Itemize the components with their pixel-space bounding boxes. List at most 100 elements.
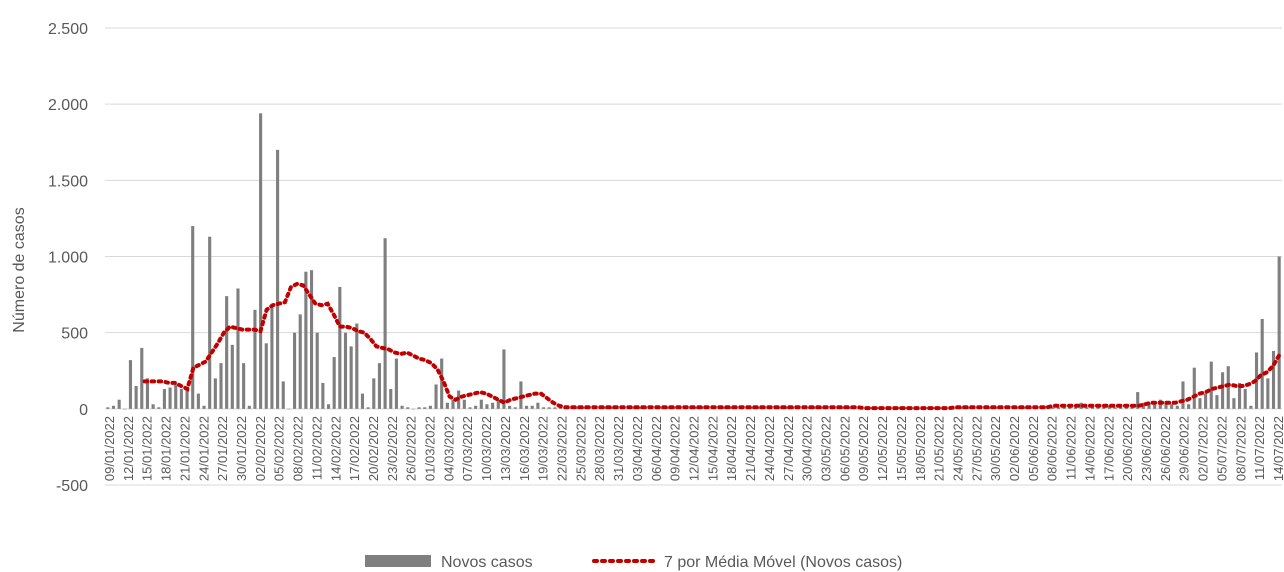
x-tick-label: 10/03/2022 [479, 416, 494, 481]
bar [440, 358, 444, 409]
bar [253, 309, 257, 409]
bar [1266, 378, 1270, 409]
x-tick-label: 23/02/2022 [385, 416, 400, 481]
x-tick-label: 18/04/2022 [724, 416, 739, 481]
bar [259, 113, 263, 409]
x-tick-label: 18/05/2022 [913, 416, 928, 481]
x-tick-label: 14/07/2022 [1271, 416, 1284, 481]
x-tick-label: 09/01/2022 [102, 416, 117, 481]
bar [411, 408, 415, 410]
bar [1153, 401, 1157, 409]
bar [168, 387, 172, 409]
bar [1164, 401, 1168, 409]
x-tick-label: 31/03/2022 [611, 416, 626, 481]
bar [264, 343, 268, 409]
x-tick-label: 27/01/2022 [215, 416, 230, 481]
bar [513, 407, 517, 409]
x-axis-ticks: 09/01/2022 12/01/2022 15/01/2022 18/01/2022… [102, 416, 1284, 481]
x-tick-label: 18/01/2022 [159, 416, 174, 481]
bar [785, 407, 789, 409]
bar [213, 378, 217, 409]
bar [372, 378, 376, 409]
x-tick-label: 20/06/2022 [1120, 416, 1135, 481]
bar [1073, 407, 1078, 409]
bar [162, 389, 166, 409]
bar [1147, 402, 1151, 409]
bar [1141, 402, 1145, 409]
bar [1192, 367, 1196, 409]
x-tick-label: 14/02/2022 [328, 416, 343, 481]
x-tick-label: 09/04/2022 [668, 416, 683, 481]
bar [145, 378, 149, 409]
bar [298, 314, 302, 409]
bar [1068, 407, 1072, 409]
bar [230, 344, 234, 409]
bar [377, 363, 382, 409]
bar [1022, 407, 1027, 409]
bar [1051, 407, 1055, 409]
bar [1085, 407, 1089, 409]
x-tick-label: 17/02/2022 [347, 416, 362, 481]
x-tick-label: 08/02/2022 [291, 416, 306, 481]
bar [1260, 318, 1264, 409]
x-tick-label: 30/01/2022 [234, 416, 249, 481]
bar [445, 402, 449, 409]
bar [491, 402, 495, 409]
bar [1277, 256, 1281, 409]
bar [960, 407, 964, 409]
x-tick-label: 01/03/2022 [423, 416, 438, 481]
bar [389, 389, 393, 409]
bar [174, 384, 178, 409]
y-tick-label: -500 [56, 478, 88, 495]
y-tick-label: 2.000 [48, 97, 88, 114]
bar [1198, 398, 1202, 409]
bar [502, 349, 506, 409]
x-tick-label: 20/02/2022 [366, 416, 381, 481]
x-tick-label: 24/01/2022 [196, 416, 211, 481]
x-tick-label: 12/01/2022 [121, 416, 136, 481]
x-tick-label: 29/06/2022 [1177, 416, 1192, 481]
y-axis-ticks: -500 0 500 1.000 1.500 2.000 2.500 [48, 21, 88, 495]
bar [1136, 392, 1140, 409]
bar [219, 363, 223, 409]
x-tick-label: 07/03/2022 [460, 416, 475, 481]
bar [1107, 405, 1111, 409]
x-tick-label: 21/01/2022 [177, 416, 192, 481]
bar [1170, 404, 1174, 409]
bar [1119, 407, 1123, 409]
bar [1062, 407, 1066, 409]
bar [1249, 405, 1253, 409]
bar [151, 404, 155, 409]
y-tick-label: 2.500 [48, 21, 88, 38]
bar [276, 149, 280, 409]
x-tick-label: 02/02/2022 [253, 416, 268, 481]
bar [111, 405, 116, 409]
bar [541, 407, 546, 409]
bar [281, 381, 285, 409]
bar [1271, 350, 1276, 409]
bar [134, 385, 138, 409]
bar [1187, 404, 1191, 409]
bar [451, 399, 455, 409]
x-tick-label: 02/06/2022 [1007, 416, 1022, 481]
bar [1113, 407, 1117, 409]
x-tick-label: 30/04/2022 [800, 416, 815, 481]
x-tick-label: 05/07/2022 [1214, 416, 1229, 481]
bar [202, 405, 206, 409]
bar [666, 407, 670, 409]
bar [1181, 381, 1185, 409]
x-tick-label: 14/06/2022 [1083, 416, 1098, 481]
x-tick-label: 17/06/2022 [1101, 416, 1116, 481]
x-tick-label: 26/06/2022 [1158, 416, 1173, 481]
legend-bar-label: Novos casos [441, 554, 533, 571]
legend: Novos casos 7 por Média Móvel (Novos cas… [365, 554, 902, 571]
x-tick-label: 05/02/2022 [272, 416, 287, 481]
bar [1209, 361, 1213, 409]
bar [694, 407, 698, 409]
bar [366, 407, 370, 409]
bar [117, 399, 121, 409]
x-tick-label: 05/06/2022 [1026, 416, 1041, 481]
moving-average-line [142, 281, 1281, 411]
x-tick-label: 19/03/2022 [536, 416, 551, 481]
